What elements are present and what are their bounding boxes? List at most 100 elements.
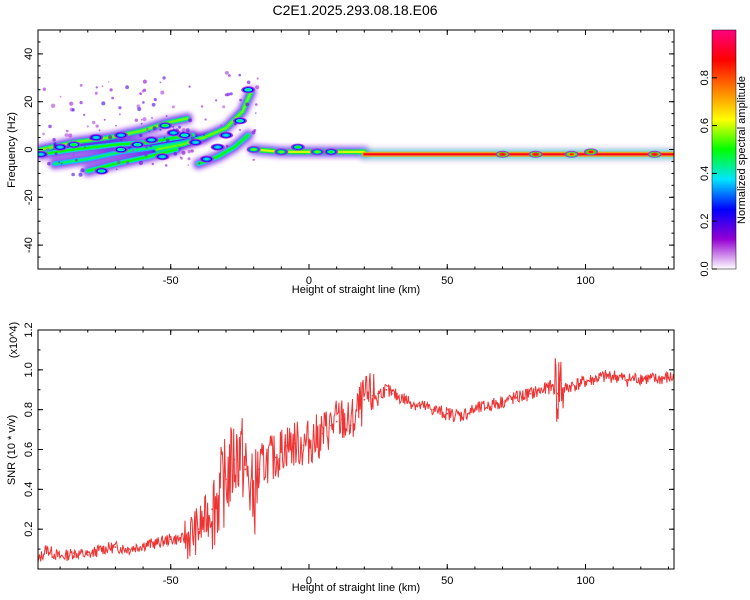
spectrogram-blob-23-ring-3 (328, 150, 334, 153)
spectrogram-speckle (225, 71, 229, 75)
snr-data-point (515, 396, 518, 399)
spectrogram-speckle (122, 147, 125, 150)
spectrogram-speckle (79, 170, 82, 173)
snr-data-point (391, 392, 393, 395)
spectrogram-blob-21-ring-3 (295, 146, 301, 149)
spectrogram-y-tick-label: -40 (23, 237, 35, 253)
spectrogram-speckle (185, 128, 190, 133)
spectrogram-blob-19-ring-3 (251, 148, 256, 151)
spectrogram-speckle (152, 126, 157, 131)
spectrogram-speckle (151, 162, 154, 166)
spectrogram-speckle (126, 161, 130, 165)
spectrogram-speckle (98, 129, 101, 132)
spectrogram-speckle (109, 88, 113, 92)
spectrogram-speckle (144, 144, 149, 149)
spectrogram-speckle (139, 133, 143, 138)
spectrogram-speckle (125, 85, 129, 90)
spectrogram-speckle (200, 105, 204, 108)
spectrogram-ridge-3-layer-3 (86, 148, 178, 173)
spectrogram-speckle (190, 136, 195, 141)
snr-y-tick-label: 1.2 (23, 322, 35, 337)
spectrogram-speckle (86, 125, 90, 128)
spectrogram-blob-11-ring-3 (171, 131, 176, 134)
spectrogram-speckle (115, 168, 118, 171)
snr-data-point (335, 420, 338, 423)
spectrogram-speckle (139, 92, 143, 95)
spectrogram-speckle (47, 161, 51, 166)
snr-data-point (294, 442, 297, 445)
spectrogram-speckle (190, 149, 194, 153)
spectrogram-speckle (68, 133, 73, 138)
colorbar-tick-label: 0.2 (699, 214, 711, 229)
spectrogram-speckle (108, 135, 113, 140)
spectrogram-speckle (111, 96, 114, 100)
snr-data-point (474, 408, 476, 411)
spectrogram-speckle (84, 146, 86, 148)
spectrogram-speckle (162, 76, 166, 80)
snr-series-line (38, 358, 674, 562)
spectrogram-speckle (142, 79, 147, 84)
snr-data-point (211, 508, 214, 511)
spectrogram-speckle (100, 149, 104, 154)
spectrogram-speckle (187, 157, 191, 161)
snr-data-point (225, 478, 227, 481)
spectrogram-speckle (64, 133, 69, 137)
snr-data-point (341, 418, 344, 421)
spectrogram-speckle (239, 98, 242, 102)
spectrogram-blob-5-ring-3 (135, 143, 140, 146)
spectrogram-speckle (72, 153, 75, 157)
spectrogram-speckle (149, 144, 153, 148)
spectrogram-speckle (178, 125, 182, 129)
spectrogram-blob-4-ring-3 (118, 134, 124, 137)
spectrogram-speckle (42, 87, 47, 91)
spectrogram-speckle (203, 134, 205, 137)
colorbar-ticks: 0.0 0.2 0.4 0.6 0.8 (699, 70, 717, 277)
snr-y-tick-label: 0.8 (23, 402, 35, 417)
snr-data-point (612, 374, 615, 377)
spectrogram-speckle (151, 116, 153, 119)
spectrogram-speckle (164, 164, 168, 167)
spectrogram-x-axis-label: Height of straight line (km) (292, 284, 420, 296)
snr-y-tick-label: 1.0 (23, 362, 35, 377)
snr-data-point (363, 398, 366, 401)
colorbar-label: Normalized spectral amplitude (736, 76, 748, 224)
spectrogram-speckle (179, 156, 182, 159)
spectrogram-speckle (95, 86, 98, 89)
spectrogram-blob-9-ring-3 (160, 155, 165, 158)
spectrogram-blob-25-ring-3 (533, 153, 538, 156)
spectrogram-speckle (134, 118, 138, 122)
spectrogram-speckle (103, 118, 106, 121)
spectrogram-speckle (60, 162, 63, 165)
spectrogram-speckle (107, 81, 110, 83)
spectrogram-speckle (95, 124, 99, 128)
snr-data-point (244, 468, 247, 471)
spectrogram-speckle (54, 152, 58, 156)
spectrogram-blob-16-ring-3 (223, 134, 229, 137)
spectrogram-speckle (115, 124, 117, 127)
spectrogram-speckle (92, 120, 96, 125)
spectrogram-speckle (69, 101, 74, 106)
snr-y-tick-label: 0.2 (23, 522, 35, 537)
snr-data-point (100, 548, 103, 550)
spectrogram-speckle (79, 84, 83, 87)
spectrogram-blob-7-ring-3 (118, 148, 124, 151)
spectrogram-speckle (173, 152, 178, 156)
snr-data-point (432, 408, 435, 411)
spectrogram-speckle (136, 104, 141, 109)
spectrogram-speckle (79, 101, 83, 105)
spectrogram-speckle (119, 113, 121, 116)
snr-x-tick-label: 100 (576, 575, 594, 587)
spectrogram-speckle (71, 172, 75, 177)
snr-y-axis-label: SNR (10 * v/v) (6, 415, 18, 485)
snr-data-point (45, 548, 48, 550)
snr-data-point (239, 448, 241, 451)
snr-data-point (501, 400, 504, 403)
spectrogram-speckle (142, 117, 147, 122)
spectrogram-y-tick-label: 0 (23, 146, 35, 152)
spectrogram-speckle (144, 153, 148, 157)
snr-multiplier-label: (x10^4) (8, 322, 20, 358)
snr-data-point (385, 388, 388, 391)
spectrogram-blob-0-ring-3 (38, 153, 43, 156)
spectrogram-speckle (75, 158, 78, 162)
snr-data-point (128, 548, 131, 550)
